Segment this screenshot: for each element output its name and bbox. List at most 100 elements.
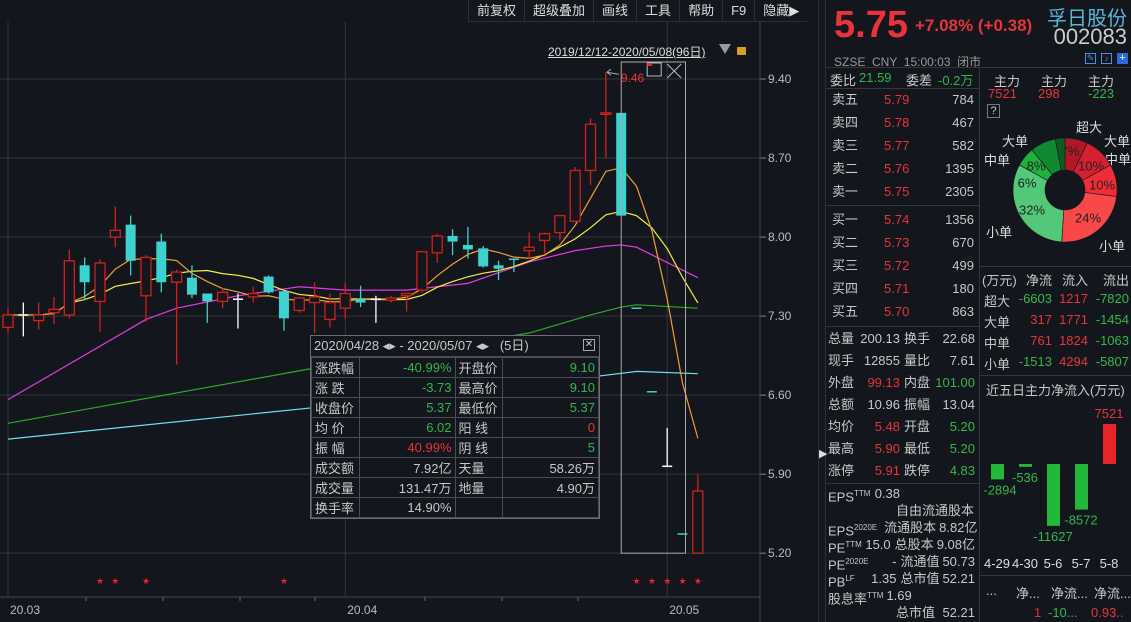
flow-cell: 4294 xyxy=(1059,354,1088,369)
candle[interactable] xyxy=(478,246,489,268)
candle[interactable] xyxy=(431,233,443,264)
pie-slice[interactable] xyxy=(1054,137,1066,171)
candle[interactable] xyxy=(247,286,259,303)
orderbook-row-buy[interactable]: 买四 5.71 180 xyxy=(826,278,978,300)
candle[interactable] xyxy=(631,307,642,309)
candle[interactable] xyxy=(692,474,704,554)
candle[interactable] xyxy=(140,255,152,322)
toolbar-button[interactable]: 帮助 xyxy=(679,0,722,21)
toolbar-button[interactable]: 前复权 xyxy=(468,0,524,21)
candle[interactable] xyxy=(462,226,473,259)
candle[interactable] xyxy=(554,214,566,241)
candle[interactable] xyxy=(677,533,688,535)
candle[interactable] xyxy=(308,282,321,334)
candlestick-chart[interactable]: 9.40 8.70 8.00 7.30 6.60 5.90 5.20 20.03 20.04 20… xyxy=(0,22,818,622)
panel-collapse-handle[interactable]: ▶ xyxy=(818,0,828,622)
toolbar-button[interactable]: 工具 xyxy=(636,0,679,21)
candle[interactable] xyxy=(339,283,351,319)
range-label[interactable]: 2019/12/12-2020/05/08(96日) xyxy=(548,45,706,59)
candle[interactable] xyxy=(156,233,167,293)
event-star-icon[interactable]: ★ xyxy=(694,576,702,586)
alert-bell-icon[interactable]: ♪ xyxy=(1101,53,1112,64)
candle[interactable] xyxy=(125,215,136,276)
candle[interactable] xyxy=(538,232,551,253)
candle[interactable] xyxy=(523,232,535,259)
event-star-icon[interactable]: ★ xyxy=(663,576,671,586)
event-star-icon[interactable]: ★ xyxy=(633,576,641,586)
price-tick-label: 5.90 xyxy=(768,467,792,481)
candle[interactable] xyxy=(202,293,213,323)
candle[interactable] xyxy=(170,269,183,365)
orderbook-row-buy[interactable]: 买三 5.72 499 xyxy=(826,255,978,277)
candle[interactable] xyxy=(186,265,197,299)
value: 8.82亿 xyxy=(939,520,978,535)
candle[interactable] xyxy=(18,302,29,337)
candle[interactable] xyxy=(324,293,336,328)
orderbook-row-sell[interactable]: 卖一 5.75 2305 xyxy=(826,181,978,203)
event-star-icon[interactable]: ★ xyxy=(280,576,288,586)
toolbar-button[interactable]: 画线 xyxy=(593,0,636,21)
orderbook-row-sell[interactable]: 卖二 5.76 1395 xyxy=(826,158,978,180)
candle[interactable] xyxy=(508,258,519,273)
candle[interactable] xyxy=(646,391,657,393)
candle[interactable] xyxy=(416,250,428,293)
candle[interactable] xyxy=(232,293,243,329)
pie-slice[interactable] xyxy=(1012,164,1065,243)
candle[interactable] xyxy=(2,308,14,334)
candle[interactable] xyxy=(63,249,75,319)
orderbook-row-buy[interactable]: 买五 5.70 863 xyxy=(826,301,978,323)
candle[interactable] xyxy=(109,206,121,248)
toolbar-button[interactable]: 隐藏▶ xyxy=(754,0,807,21)
kv-pair: 股息率TTM 1.69 xyxy=(828,587,912,606)
lock-icon[interactable] xyxy=(737,47,746,55)
five-day-bar[interactable] xyxy=(991,464,1004,480)
toolbar-button[interactable]: F9 xyxy=(722,0,754,21)
candle[interactable] xyxy=(263,275,274,294)
candle[interactable] xyxy=(370,295,381,323)
event-star-icon[interactable]: ★ xyxy=(648,576,656,586)
candle[interactable] xyxy=(400,292,413,312)
add-watchlist-icon[interactable]: + xyxy=(1117,53,1128,64)
orderbook-row-buy[interactable]: 买二 5.73 670 xyxy=(826,232,978,254)
orderbook-row-buy[interactable]: 买一 5.74 1356 xyxy=(826,209,978,231)
candle[interactable] xyxy=(48,296,60,324)
candle[interactable] xyxy=(94,259,106,332)
orderbook-row-sell[interactable]: 卖四 5.78 467 xyxy=(826,112,978,134)
orderbook-row-sell[interactable]: 卖五 5.79 784 xyxy=(826,89,978,111)
interval-selection-box[interactable] xyxy=(620,61,687,554)
event-star-icon[interactable]: ★ xyxy=(679,576,687,586)
candle[interactable] xyxy=(293,296,305,313)
candle[interactable] xyxy=(278,290,289,331)
candle[interactable] xyxy=(662,427,673,468)
candle[interactable] xyxy=(355,285,366,308)
candle[interactable] xyxy=(493,260,504,280)
close-icon[interactable] xyxy=(666,63,682,79)
orderbook-row-sell[interactable]: 卖三 5.77 582 xyxy=(826,135,978,157)
edit-icon[interactable]: ✎ xyxy=(1085,53,1096,64)
five-day-bar[interactable] xyxy=(1019,464,1032,467)
five-day-bar[interactable] xyxy=(1103,424,1116,464)
help-button[interactable]: ? xyxy=(987,104,1000,118)
candle[interactable] xyxy=(33,302,45,330)
tooltip-value: 5.37 xyxy=(358,397,456,418)
candle[interactable] xyxy=(600,72,612,159)
window-icon[interactable] xyxy=(646,62,662,77)
dropdown-triangle-icon[interactable] xyxy=(719,44,731,54)
close-icon[interactable]: ✕ xyxy=(583,339,595,351)
bottom-table-value: 1 xyxy=(1034,605,1042,620)
expand-arrow-icon[interactable]: ▶ xyxy=(819,448,828,460)
toolbar-button[interactable]: 超级叠加 xyxy=(524,0,593,21)
candle[interactable] xyxy=(385,295,397,303)
candle[interactable] xyxy=(584,118,597,186)
candle[interactable] xyxy=(216,287,229,309)
candle[interactable] xyxy=(447,229,458,256)
pie-slice[interactable] xyxy=(1061,192,1117,243)
candle[interactable] xyxy=(79,257,90,301)
event-star-icon[interactable]: ★ xyxy=(96,576,104,586)
five-day-bar[interactable] xyxy=(1047,464,1060,526)
event-star-icon[interactable]: ★ xyxy=(111,576,119,586)
tooltip-value: 5.37 xyxy=(502,397,599,418)
event-star-icon[interactable]: ★ xyxy=(142,576,150,586)
candle[interactable] xyxy=(569,167,581,223)
five-day-bar[interactable] xyxy=(1075,464,1088,510)
